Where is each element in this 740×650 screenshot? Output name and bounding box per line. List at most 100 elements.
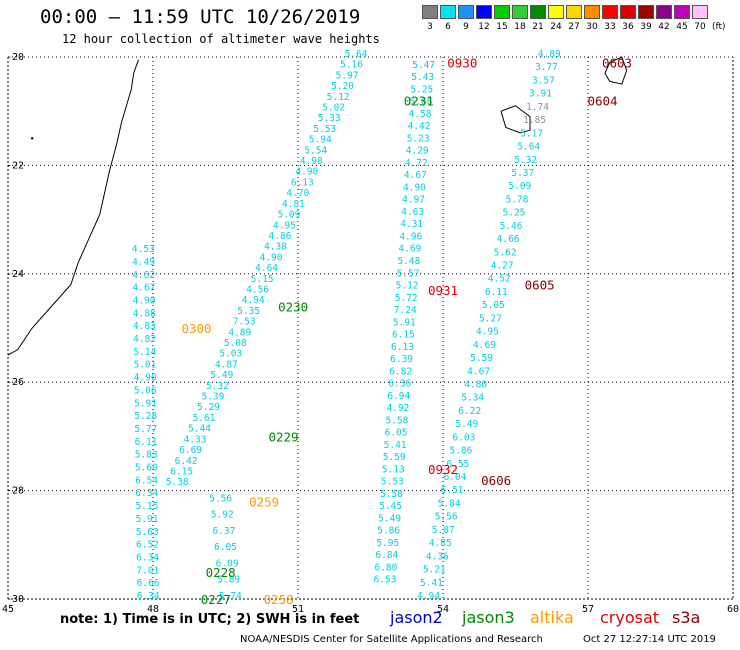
swh-value-label: 5.41 — [384, 440, 407, 451]
swh-value-label: 5.49 — [210, 370, 233, 381]
swh-value-label: 5.15 — [251, 274, 274, 285]
pass-time-label: 0231 — [404, 93, 434, 108]
swh-value-label: 6.84 — [375, 550, 398, 561]
swh-value-label: 6.09 — [216, 558, 239, 569]
swh-value-label: 5.47 — [412, 60, 435, 71]
swh-value-label: 6.13 — [291, 177, 314, 188]
pass-time-label: 0605 — [525, 278, 555, 293]
scale-swatch-7 — [548, 5, 564, 19]
swh-value-label: 4.83 — [133, 321, 156, 332]
footer-timestamp: Oct 27 12:27:14 UTC 2019 — [583, 634, 716, 645]
legend-jason2: jason2 — [390, 608, 443, 627]
swh-value-label: 5.32 — [206, 381, 229, 392]
swh-value-label: 6.80 — [374, 562, 397, 573]
swh-value-label: 5.38 — [166, 477, 189, 488]
lon-tick-label: 45 — [2, 604, 14, 615]
swh-value-label: 4.66 — [497, 234, 520, 245]
scale-swatch-0 — [422, 5, 438, 19]
swh-value-label: 5.87 — [432, 525, 455, 536]
swh-value-label: 4.49 — [132, 257, 155, 268]
swh-value-label: 4.56 — [246, 284, 269, 295]
swh-value-label: 5.17 — [520, 128, 543, 139]
swh-value-label: 6.42 — [175, 456, 198, 467]
swh-value-label: 5.64 — [345, 49, 368, 60]
swh-value-label: 6.11 — [485, 287, 508, 298]
scale-label: 33 — [604, 22, 616, 32]
swh-value-label: 5.20 — [331, 81, 354, 92]
swh-value-label: 6.52 — [136, 540, 159, 551]
scale-swatch-13 — [656, 5, 672, 19]
swh-value-label: 5.29 — [197, 402, 220, 413]
swh-value-label: 5.89 — [217, 575, 240, 586]
swh-value-label: 5.21 — [423, 565, 446, 576]
swh-value-label: 6.69 — [179, 445, 202, 456]
lat-tick-label: -26 — [6, 377, 24, 388]
swh-value-label: 6.37 — [212, 526, 235, 537]
swh-value-label: 6.36 — [388, 379, 411, 390]
swh-value-label: 5.23 — [407, 133, 430, 144]
swh-value-label: 5.58 — [380, 489, 403, 500]
scale-swatch-9 — [584, 5, 600, 19]
plot-frame — [7, 56, 734, 600]
scale-label: 24 — [550, 22, 562, 32]
swh-value-label: 7.01 — [136, 565, 159, 576]
pass-time-label: 0932 — [428, 462, 458, 477]
legend-s3a: s3a — [672, 608, 701, 627]
swh-value-label: 5.97 — [336, 70, 359, 81]
swh-value-label: 4.94 — [242, 295, 265, 306]
swh-value-label: 5.59 — [470, 353, 493, 364]
lon-tick-label: 48 — [147, 604, 159, 615]
swh-value-label: 6.39 — [390, 354, 413, 365]
scale-swatch-4 — [494, 5, 510, 19]
swh-value-label: 4.81 — [282, 199, 305, 210]
swh-value-label: 4.31 — [400, 219, 423, 230]
swh-value-label: 4.38 — [264, 242, 287, 253]
swh-value-label: 4.86 — [269, 231, 292, 242]
swh-value-label: 6.05 — [214, 542, 237, 553]
swh-value-label: 4.33 — [184, 434, 207, 445]
swh-value-label: 5.57 — [397, 268, 420, 279]
swh-value-label: 5.01 — [133, 360, 156, 371]
swh-value-label: 4.88 — [133, 308, 156, 319]
swh-value-label: 6.82 — [389, 366, 412, 377]
reunion-island — [500, 105, 531, 134]
swh-value-label: 4.90 — [133, 296, 156, 307]
swh-value-label: 5.03 — [219, 349, 242, 360]
lon-tick-label: 54 — [437, 604, 449, 615]
legend-altika: altika — [530, 608, 574, 627]
scale-label: 30 — [586, 22, 598, 32]
swh-value-label: 4.97 — [402, 195, 425, 206]
swh-value-label: 4.42 — [408, 121, 431, 132]
swh-value-label: 5.68 — [409, 97, 432, 108]
swh-value-label: 4.58 — [409, 109, 432, 120]
swh-value-label: 6.11 — [135, 437, 158, 448]
scale-swatch-2 — [458, 5, 474, 19]
swh-value-label: 5.08 — [224, 338, 247, 349]
swh-value-label: 5.86 — [377, 526, 400, 537]
swh-value-label: 4.87 — [215, 359, 238, 370]
swh-value-label: 5.63 — [136, 527, 159, 538]
swh-value-label: 5.94 — [309, 135, 332, 146]
legend-jason3: jason3 — [462, 608, 515, 627]
scale-swatch-3 — [476, 5, 492, 19]
scale-swatch-8 — [566, 5, 582, 19]
swh-value-label: 4.95 — [273, 220, 296, 231]
swh-value-label: 6.53 — [374, 575, 397, 586]
scale-label: 3 — [427, 22, 433, 32]
swh-value-label: 5.86 — [449, 446, 472, 457]
swh-value-label: 4.90 — [134, 373, 157, 384]
swh-value-label: 4.95 — [476, 327, 499, 338]
scale-label: 42 — [658, 22, 670, 32]
swh-value-label: 5.32 — [514, 155, 537, 166]
swh-value-label: 5.61 — [193, 413, 216, 424]
swh-value-label: 5.53 — [313, 124, 336, 135]
swh-value-label: 3.77 — [535, 62, 558, 73]
scale-swatch-12 — [638, 5, 654, 19]
pass-time-label: 0300 — [181, 321, 211, 336]
swh-value-label: 5.53 — [381, 477, 404, 488]
scale-label: 9 — [463, 22, 469, 32]
swh-value-label: 5.72 — [395, 293, 418, 304]
lat-tick-label: -22 — [6, 160, 24, 171]
pass-time-label: 0603 — [602, 55, 632, 70]
swh-value-label: 5.59 — [383, 452, 406, 463]
